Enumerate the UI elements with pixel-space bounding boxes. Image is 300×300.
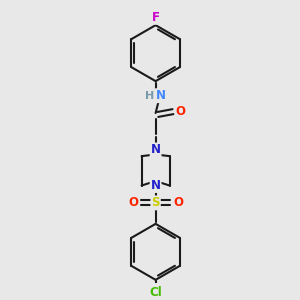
Text: H: H <box>145 91 154 101</box>
Text: N: N <box>151 143 160 157</box>
Text: O: O <box>176 105 186 118</box>
Text: N: N <box>151 179 160 192</box>
Text: O: O <box>173 196 183 209</box>
Text: O: O <box>128 196 138 209</box>
Text: F: F <box>152 11 160 24</box>
Text: Cl: Cl <box>149 286 162 299</box>
Text: N: N <box>156 89 166 102</box>
Text: S: S <box>151 196 160 209</box>
